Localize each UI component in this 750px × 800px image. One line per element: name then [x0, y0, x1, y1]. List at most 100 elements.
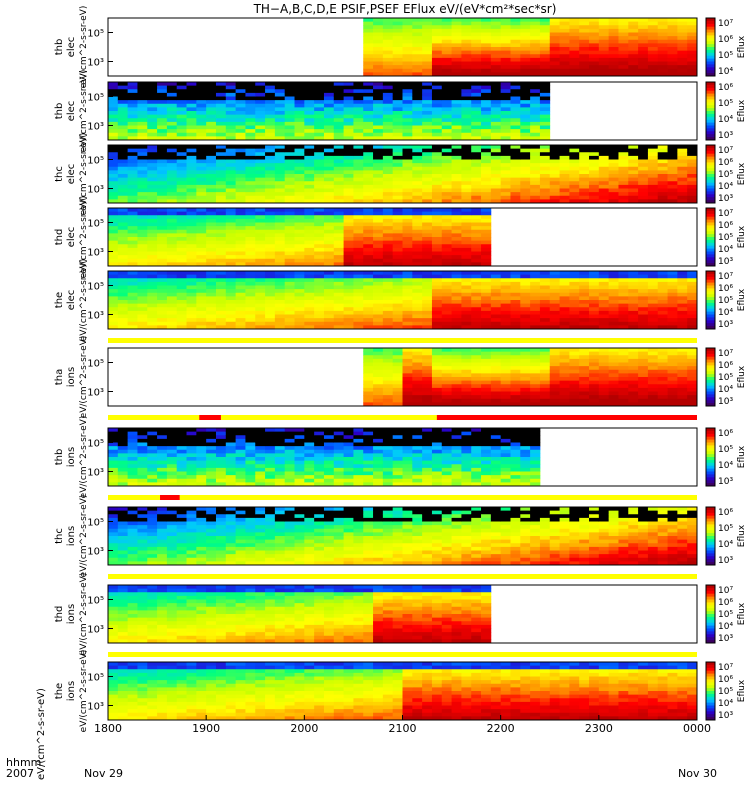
spectrogram-cell — [638, 68, 649, 73]
spectrogram-cell — [441, 271, 452, 276]
spectrogram-cell — [481, 181, 492, 186]
spectrogram-cell — [137, 271, 148, 276]
spectrogram-cell — [569, 285, 580, 290]
spectrogram-cell — [323, 428, 335, 433]
spectrogram-cell — [598, 300, 610, 305]
spectrogram-cell — [255, 170, 266, 175]
spectrogram-cell — [353, 438, 364, 443]
spectrogram-cell — [687, 148, 698, 153]
spectrogram-cell — [608, 43, 619, 48]
colorbar-segment — [706, 93, 715, 97]
colorbar-segment — [706, 41, 715, 45]
spectrogram-cell — [117, 310, 129, 315]
spectrogram-cell — [284, 114, 295, 119]
spectrogram-cell — [412, 18, 423, 23]
spectrogram-cell — [176, 89, 187, 94]
spectrogram-cell — [137, 240, 148, 245]
spectrogram-cell — [265, 103, 276, 108]
spectrogram-cell — [412, 174, 423, 179]
spectrogram-cell — [628, 54, 639, 59]
spectrogram-cell — [166, 255, 178, 260]
spectrogram-cell — [530, 159, 541, 164]
spectrogram-cell — [245, 129, 256, 134]
spectrogram-cell — [579, 192, 590, 197]
spectrogram-cell — [402, 118, 413, 123]
spectrogram-cell — [235, 258, 246, 263]
spectrogram-cell — [481, 50, 492, 55]
spectrogram-cell — [353, 244, 364, 249]
spectrogram-cell — [422, 351, 433, 356]
spectrogram-cell — [490, 43, 502, 48]
spectrogram-cell — [108, 82, 119, 87]
spectrogram-cell — [215, 159, 227, 164]
spectrogram-cell — [274, 208, 286, 213]
spectrogram-cell — [304, 85, 315, 90]
spectrogram-cell — [559, 307, 570, 312]
spectrogram-cell — [628, 184, 639, 189]
spectrogram-cell — [559, 300, 570, 305]
spectrogram-cell — [284, 428, 295, 433]
spectrogram-cell — [343, 281, 354, 286]
spectrogram-cell — [304, 181, 315, 186]
spectrogram-cell — [520, 155, 531, 160]
spectrogram-cell — [451, 289, 462, 294]
spectrogram-cell — [431, 57, 443, 62]
spectrogram-cell — [657, 373, 668, 378]
spectrogram-cell — [402, 199, 413, 204]
spectrogram-cell — [255, 251, 266, 256]
spectrogram-cell — [373, 136, 384, 141]
colorbar-tick-label: 10⁵ — [718, 233, 733, 243]
spectrogram-cell — [137, 307, 148, 312]
spectrogram-cell — [598, 292, 610, 297]
colorbar-segment — [706, 350, 715, 355]
spectrogram-cell — [147, 449, 158, 454]
spectrogram-cell — [274, 199, 286, 204]
spectrogram-cell — [225, 303, 237, 308]
spectrogram-cell — [323, 325, 335, 330]
spectrogram-cell — [166, 148, 178, 153]
spectrogram-cell — [471, 255, 482, 260]
spectrogram-cell — [608, 366, 619, 371]
spectrogram-cell — [127, 121, 138, 126]
spectrogram-cell — [559, 387, 570, 392]
spectrogram-cell — [353, 460, 364, 465]
spectrogram-cell — [323, 82, 335, 87]
spectrogram-cell — [225, 251, 237, 256]
spectrogram-cell — [147, 103, 158, 108]
spectrogram-cell — [373, 82, 384, 87]
spectrogram-cell — [206, 442, 217, 447]
spectrogram-cell — [481, 72, 492, 77]
spectrogram-cell — [422, 159, 433, 164]
spectrogram-cell — [363, 233, 374, 238]
spectrogram-cell — [265, 464, 276, 469]
spectrogram-cell — [422, 255, 433, 260]
spectrogram-cell — [402, 155, 413, 160]
spectrogram-cell — [147, 314, 158, 319]
spectrogram-cell — [314, 247, 325, 252]
spectrogram-cell — [451, 25, 462, 30]
spectrogram-cell — [373, 247, 384, 252]
spectrogram-cell — [481, 54, 492, 59]
spectrogram-cell — [667, 321, 678, 326]
spectrogram-cell — [431, 391, 443, 396]
spectrogram-cell — [137, 208, 148, 213]
spectrogram-cell — [343, 251, 354, 256]
spectrogram-cell — [166, 274, 178, 279]
spectrogram-cell — [363, 195, 374, 200]
spectrogram-cell — [530, 310, 541, 315]
spectrogram-cell — [638, 159, 649, 164]
spectrogram-cell — [382, 195, 394, 200]
spectrogram-cell — [608, 163, 619, 168]
spectrogram-cell — [687, 274, 698, 279]
spectrogram-cell — [147, 125, 158, 130]
spectrogram-cell — [412, 310, 423, 315]
spectrogram-cell — [608, 380, 619, 385]
spectrogram-cell — [274, 85, 286, 90]
spectrogram-cell — [471, 125, 482, 130]
spectrogram-cell — [589, 72, 600, 77]
spectrogram-cell — [108, 240, 119, 245]
spectrogram-cell — [323, 215, 335, 220]
spectrogram-cell — [274, 460, 286, 465]
spectrogram-cell — [186, 174, 197, 179]
spectrogram-cell — [490, 391, 502, 396]
